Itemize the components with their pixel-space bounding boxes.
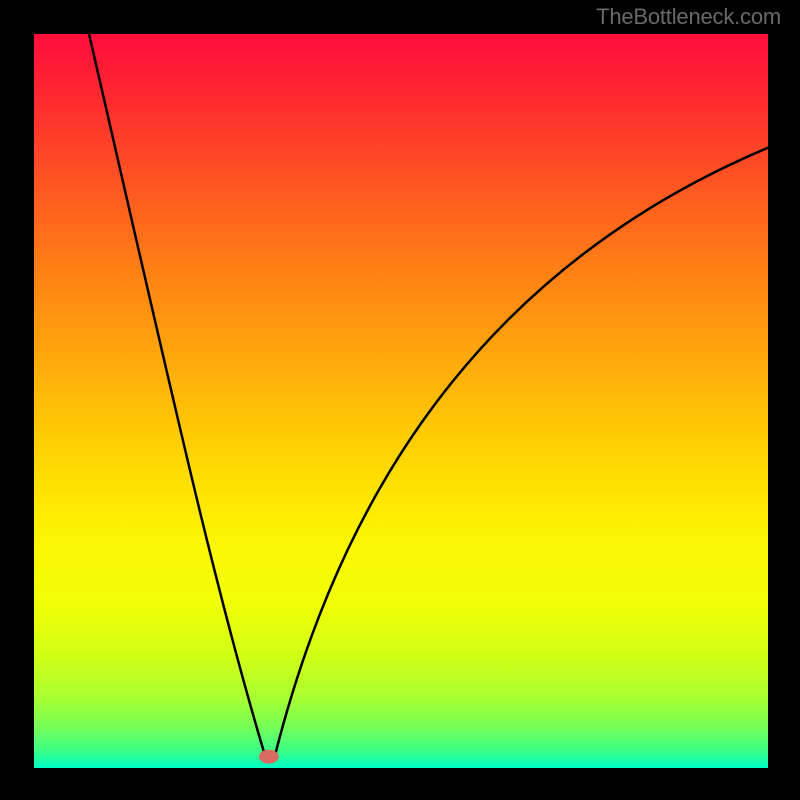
chart-container: TheBottleneck.com (0, 0, 800, 800)
gradient-background (34, 34, 768, 768)
vertex-marker (259, 750, 279, 764)
plot-area (34, 34, 768, 768)
watermark-text: TheBottleneck.com (596, 4, 781, 30)
